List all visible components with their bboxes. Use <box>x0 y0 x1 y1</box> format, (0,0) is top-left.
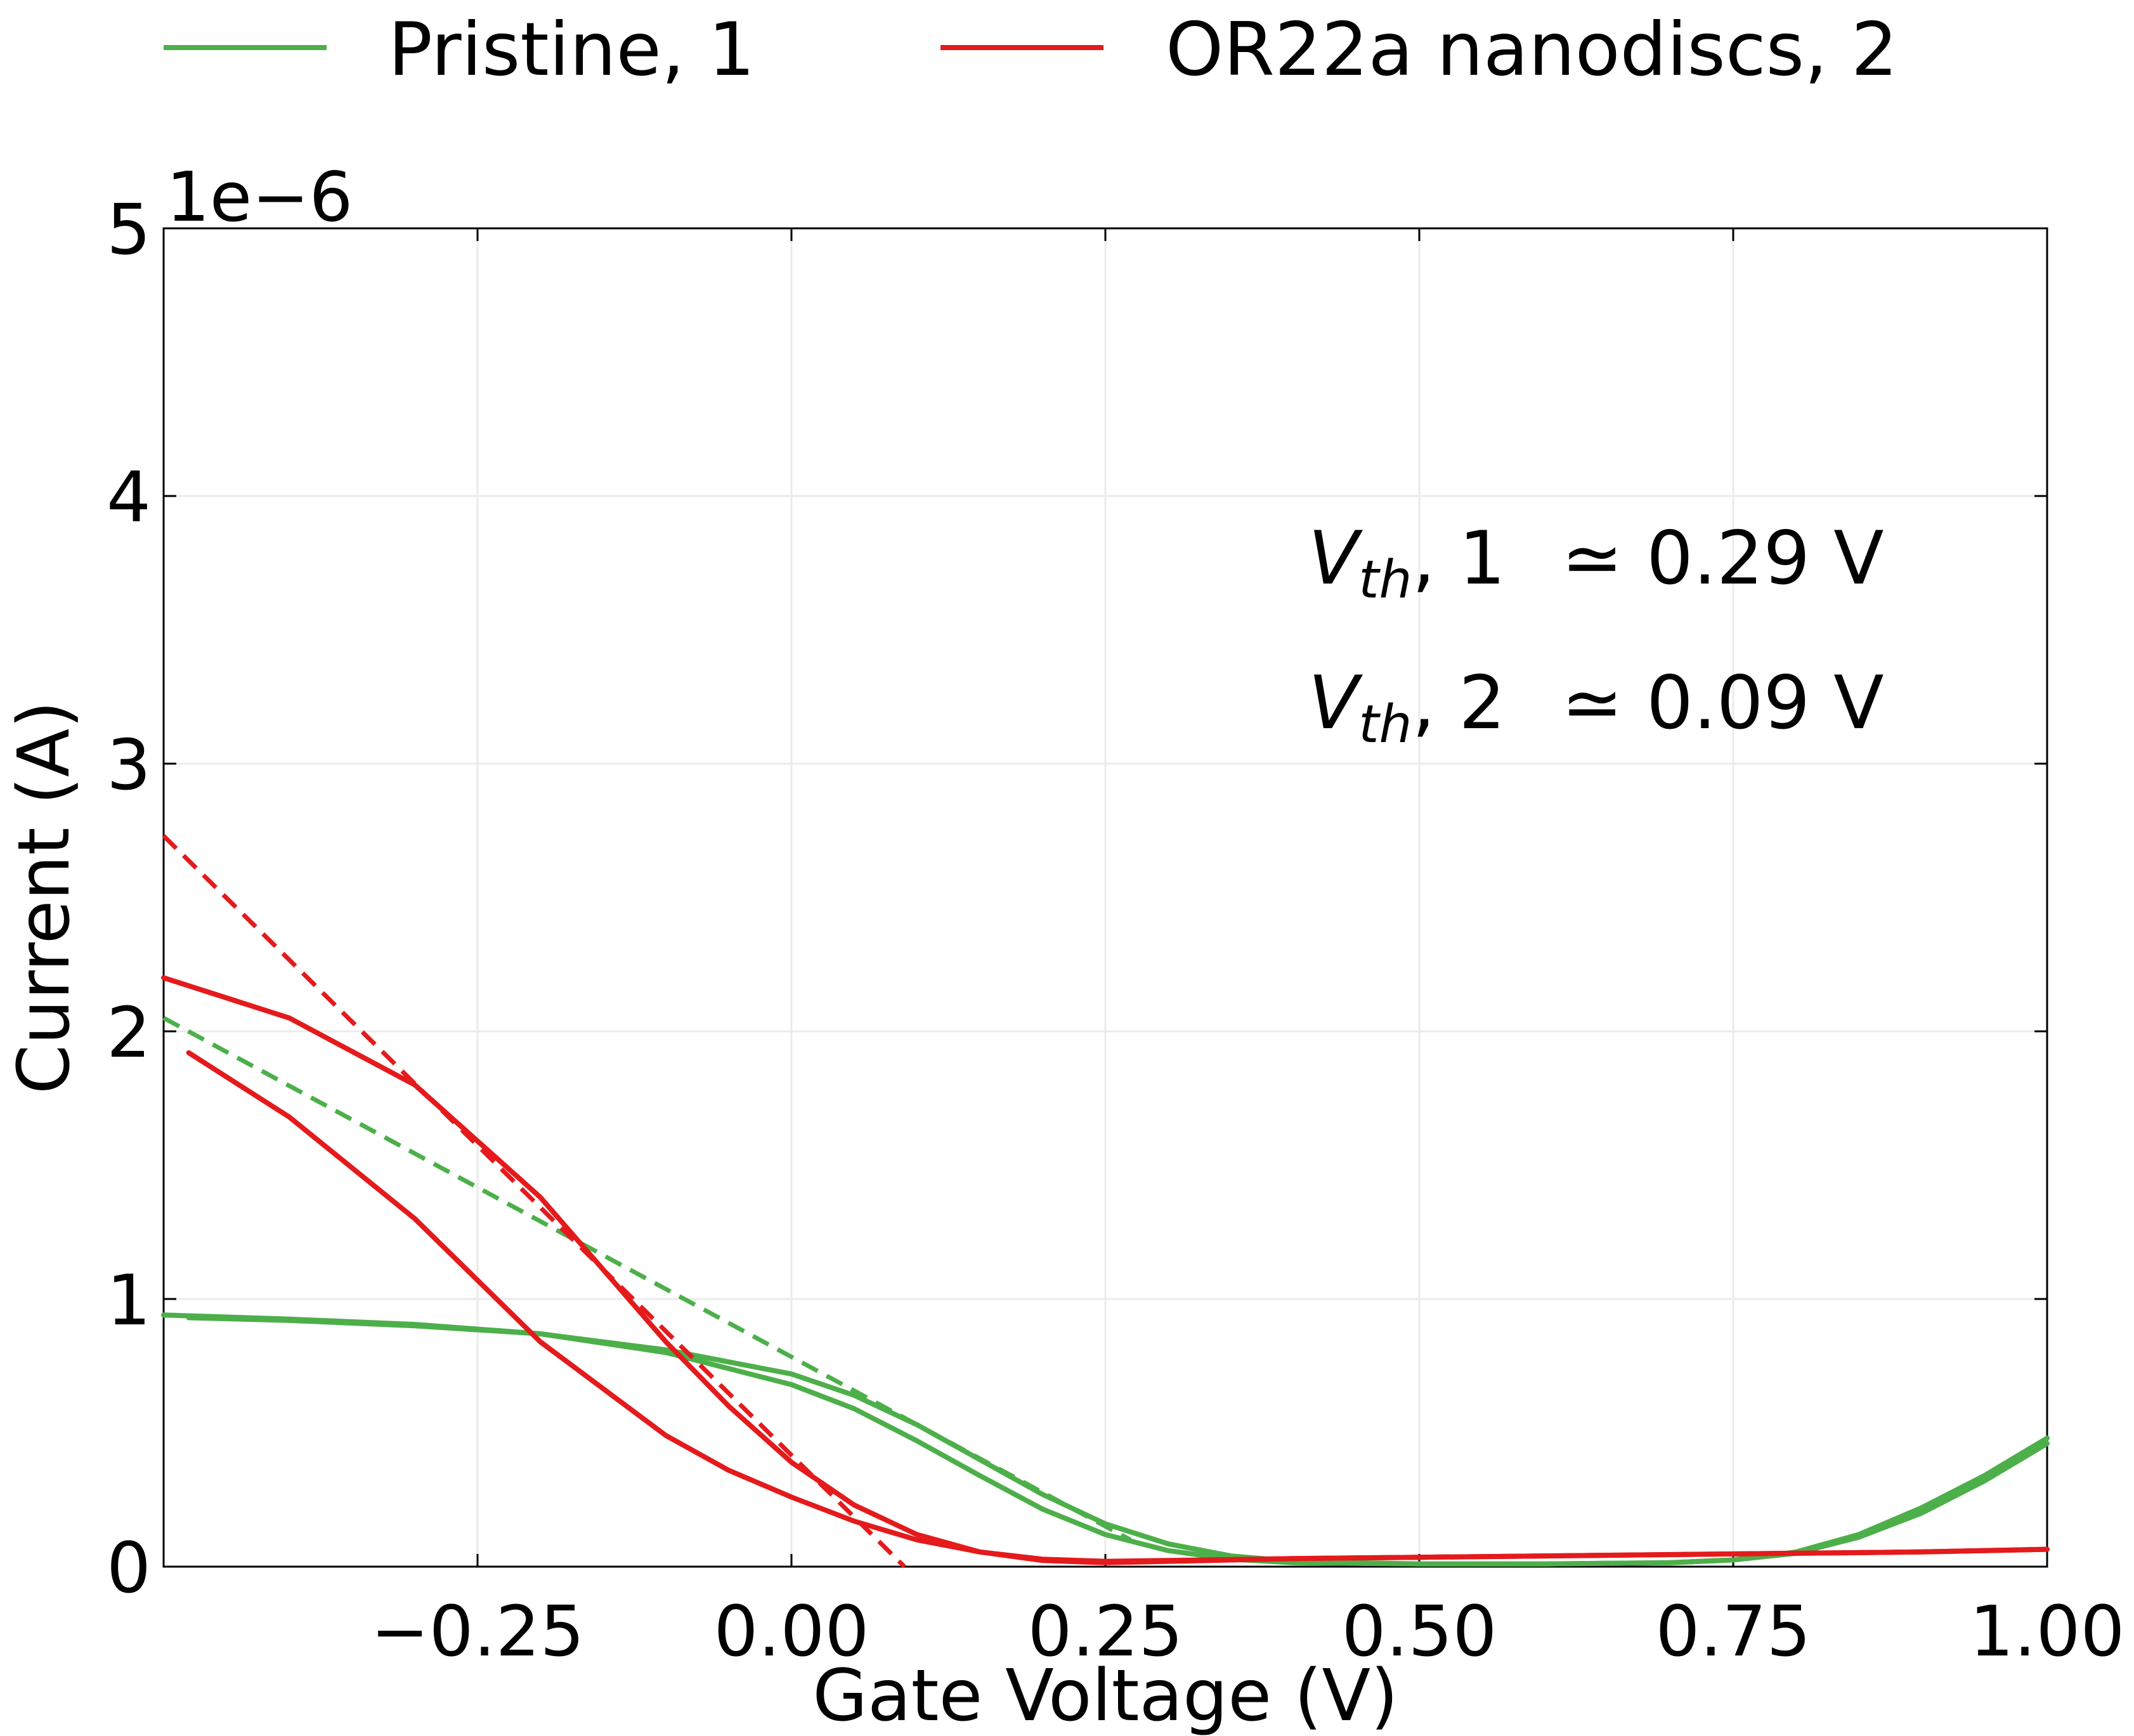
y-offset-label: 1e−6 <box>166 158 353 237</box>
y-tick-label: 5 <box>107 189 151 270</box>
series-layer <box>161 834 2050 1569</box>
x-tick-label: 0.75 <box>1656 1591 1811 1672</box>
threshold-annotation: Vth, 1 ≃ 0.29 V <box>1308 516 1884 610</box>
x-tick-label: 0.25 <box>1028 1591 1183 1672</box>
y-axis-label: Current (A) <box>3 701 86 1094</box>
x-tick-labels: −0.25 0.00 0.25 0.50 0.75 1.00 <box>370 1591 2124 1672</box>
x-axis-label: Gate Voltage (V) <box>812 1655 1398 1736</box>
y-tick-label: 4 <box>107 457 151 538</box>
fit-line <box>162 834 906 1569</box>
series-line <box>186 1050 2050 1564</box>
series-line <box>186 1315 2050 1567</box>
legend-label: OR22a nanodiscs, 2 <box>1166 7 1898 93</box>
x-tick-label: 0.00 <box>714 1591 869 1672</box>
x-tick-label: 0.50 <box>1342 1591 1497 1672</box>
y-tick-label: 2 <box>107 992 151 1073</box>
legend: Pristine, 1 OR22a nanodiscs, 2 <box>164 7 1898 93</box>
threshold-annotations: Vth, 1 ≃ 0.29 V Vth, 2 ≃ 0.09 V <box>1308 516 1884 755</box>
y-tick-labels: 0 1 2 3 4 5 <box>107 189 151 1609</box>
x-tick-label: −0.25 <box>370 1591 584 1672</box>
x-tick-label: 1.00 <box>1970 1591 2125 1672</box>
y-tick-label: 1 <box>107 1260 151 1341</box>
y-tick-label: 3 <box>107 724 151 806</box>
y-tick-label: 0 <box>107 1527 151 1609</box>
fit-line <box>162 1015 1132 1542</box>
legend-label: Pristine, 1 <box>388 7 755 93</box>
threshold-annotation: Vth, 2 ≃ 0.09 V <box>1308 660 1884 755</box>
